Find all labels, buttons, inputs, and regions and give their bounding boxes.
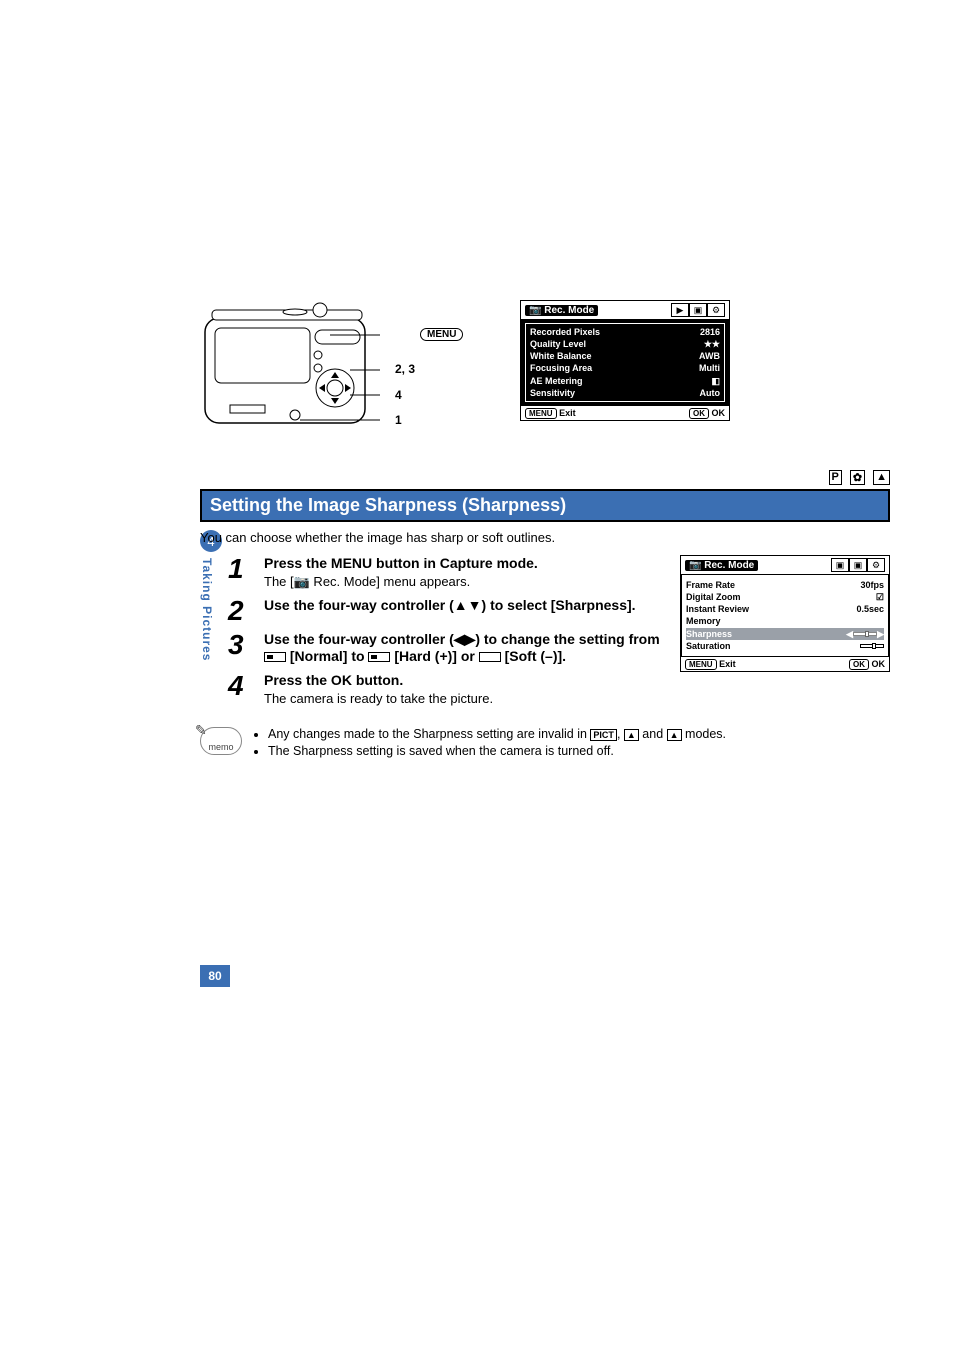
step-number: 3: [228, 631, 252, 666]
memo-body: Any changes made to the Sharpness settin…: [254, 727, 890, 761]
menu-footer: MENU Exit OK OK: [521, 406, 729, 420]
step-3: 3 Use the four-way controller (◀▶) to ch…: [228, 631, 668, 666]
camera-svg: [200, 300, 380, 440]
menu-footer-right-tag: OK: [849, 659, 869, 670]
menu-footer-left-tag: MENU: [685, 659, 717, 670]
memo-icon: memo: [200, 727, 242, 755]
sharpness-soft-icon: [479, 652, 501, 662]
page-content: MENU 2, 3 4 1 📷 Rec. Mode ▶ ▣ ⚙ Recorded…: [200, 300, 890, 761]
menu-footer-right-tag: OK: [689, 408, 709, 419]
menu-row: Memory: [686, 615, 884, 627]
menu-title: Rec. Mode: [704, 560, 754, 571]
step-4: 4 Press the OK button. The camera is rea…: [228, 672, 668, 708]
memo-note: memo Any changes made to the Sharpness s…: [200, 727, 890, 761]
mode-icon: ✿: [850, 470, 865, 485]
section-heading: Setting the Image Sharpness (Sharpness): [200, 489, 890, 522]
step-1: 1 Press the MENU button in Capture mode.…: [228, 555, 668, 591]
step-title: Press the OK button.: [264, 672, 668, 688]
tab-playback-icon: ▶: [671, 303, 689, 317]
portrait-mode-icon: ▲: [667, 729, 682, 741]
steps-container: 1 Press the MENU button in Capture mode.…: [200, 555, 890, 713]
menu-row: Focusing AreaMulti: [530, 362, 720, 374]
camera-icon: 📷: [294, 574, 310, 589]
sharpness-hard-icon: [368, 652, 390, 662]
tab-icon: ▣: [831, 558, 849, 572]
step-2: 2 Use the four-way controller (▲▼) to se…: [228, 597, 668, 625]
menu-footer-left-tag: MENU: [525, 408, 557, 419]
tab-setup-icon: ⚙: [707, 303, 725, 317]
step-text: The camera is ready to take the picture.: [264, 690, 668, 708]
menu-row: Digital Zoom☑: [686, 591, 884, 603]
step-number: 1: [228, 555, 252, 591]
menu-tab-icons: ▶ ▣ ⚙: [671, 303, 725, 317]
menu-row: Frame Rate30fps: [686, 579, 884, 591]
menu-row: Instant Review0.5sec: [686, 603, 884, 615]
sharpness-slider: ◀▶: [846, 628, 884, 640]
menu-footer-right: OK: [712, 408, 726, 418]
mode-icon: ▲: [873, 470, 890, 485]
menu-row: AE Metering◧: [530, 375, 720, 387]
pict-mode-icon: PICT: [590, 729, 617, 741]
applicable-modes-strip: P ✿ ▲: [200, 470, 890, 485]
section-intro: You can choose whether the image has sha…: [200, 530, 890, 545]
memo-bullet: The Sharpness setting is saved when the …: [268, 744, 890, 758]
memo-bullet: Any changes made to the Sharpness settin…: [268, 727, 890, 741]
menu-titlebar: 📷 Rec. Mode ▣ ▣ ⚙: [681, 556, 889, 574]
menu-row: Recorded Pixels2816: [530, 326, 720, 338]
rec-mode-menu-main: 📷 Rec. Mode ▶ ▣ ⚙ Recorded Pixels2816 Qu…: [520, 300, 730, 421]
menu-footer-left: Exit: [559, 408, 576, 418]
menu-row: Saturation: [686, 640, 884, 652]
menu-button-label: MENU: [420, 328, 463, 341]
diagram-leader-1: 1: [395, 413, 402, 427]
rec-mode-menu-sharpness: 📷 Rec. Mode ▣ ▣ ⚙ Frame Rate30fps Digita…: [680, 555, 890, 672]
saturation-slider: [860, 640, 884, 652]
menu-body: Recorded Pixels2816 Quality Level★★ Whit…: [521, 319, 729, 406]
diagram-leader-4: 4: [395, 388, 402, 402]
camera-illustration: MENU 2, 3 4 1: [200, 300, 460, 450]
menu-tab-icons: ▣ ▣ ⚙: [831, 558, 885, 572]
camera-diagram-row: MENU 2, 3 4 1 📷 Rec. Mode ▶ ▣ ⚙ Recorded…: [200, 300, 890, 450]
diagram-leader-23: 2, 3: [395, 362, 415, 376]
menu-title: Rec. Mode: [544, 305, 594, 316]
tab-mode-icon: ▣: [689, 303, 707, 317]
menu-footer-right: OK: [872, 659, 886, 669]
step-text: The [📷 Rec. Mode] menu appears.: [264, 573, 668, 591]
menu-footer: MENU Exit OK OK: [681, 657, 889, 671]
step-title: Use the four-way controller (▲▼) to sele…: [264, 597, 668, 613]
step-title: Use the four-way controller (◀▶) to chan…: [264, 631, 668, 664]
step-number: 2: [228, 597, 252, 625]
night-mode-icon: ▲: [624, 729, 639, 741]
tab-icon: ▣: [849, 558, 867, 572]
menu-titlebar: 📷 Rec. Mode ▶ ▣ ⚙: [521, 301, 729, 319]
sharpness-normal-icon: [264, 652, 286, 662]
menu-footer-left: Exit: [719, 659, 736, 669]
menu-row: White BalanceAWB: [530, 350, 720, 362]
menu-row-highlighted: Sharpness◀▶: [686, 628, 884, 640]
menu-row: SensitivityAuto: [530, 387, 720, 399]
tab-icon: ⚙: [867, 558, 885, 572]
page-number: 80: [200, 965, 230, 987]
step-title: Press the MENU button in Capture mode.: [264, 555, 668, 571]
step-number: 4: [228, 672, 252, 708]
mode-icon: P: [829, 470, 842, 485]
menu-row: Quality Level★★: [530, 338, 720, 350]
